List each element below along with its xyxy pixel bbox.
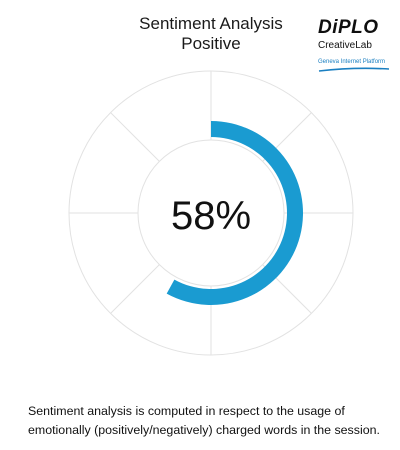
chart-subtitle: Positive <box>181 34 241 53</box>
radial-chart: 58% <box>68 70 354 356</box>
chart-bars <box>166 121 303 305</box>
logo-sub: CreativeLab <box>318 40 372 51</box>
footnote: Sentiment analysis is computed in respec… <box>28 404 380 437</box>
grid-spoke-7 <box>110 112 160 162</box>
value-label: 58% <box>171 194 251 238</box>
logo-tagline: Geneva Internet Platform <box>318 59 386 65</box>
diplo-logo: DiPLO CreativeLab Geneva Internet Platfo… <box>318 18 392 73</box>
logo-swoosh-icon <box>318 67 390 72</box>
chart-title-line1: Sentiment Analysis <box>139 14 283 33</box>
grid-spoke-5 <box>110 264 160 314</box>
logo-brand: DiPLO <box>318 17 379 38</box>
chart-title: Sentiment Analysis Positive <box>0 14 400 54</box>
progress-bar-arc <box>166 121 303 305</box>
